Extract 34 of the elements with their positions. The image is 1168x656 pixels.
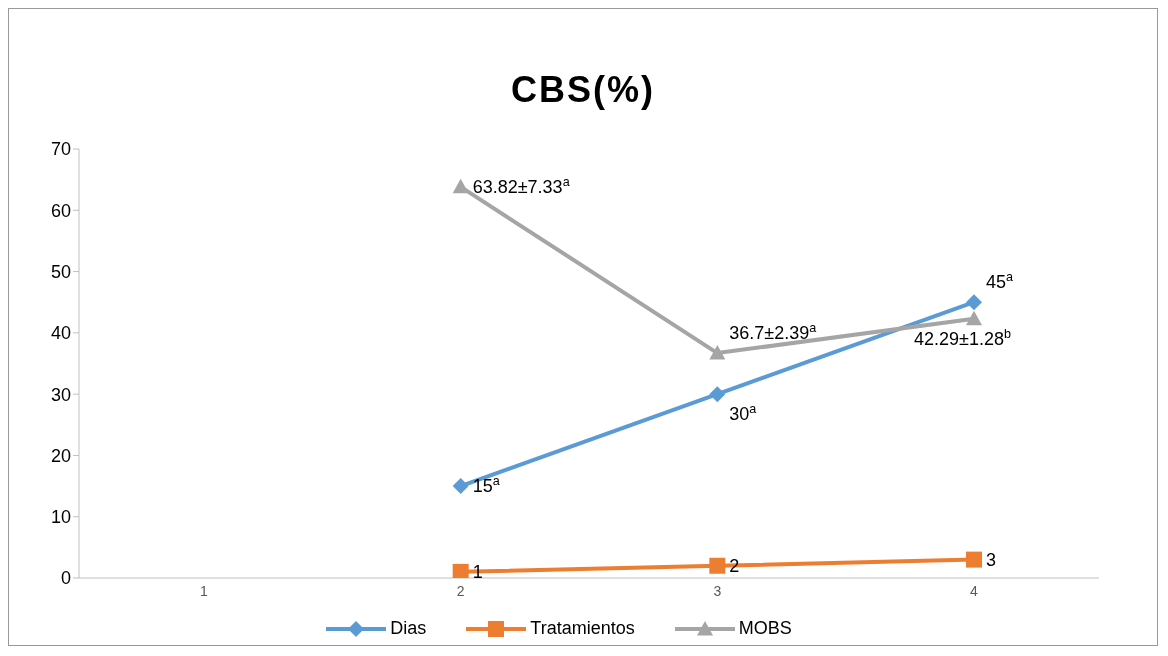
y-tick-label: 10: [50, 507, 71, 528]
legend-label: MOBS: [737, 618, 792, 639]
y-tick-label: 60: [50, 200, 71, 221]
x-tick-label: 3: [713, 582, 722, 599]
data-label: 30$^{a}$: [729, 402, 757, 425]
data-label: 36.7±2.39$^{a}$: [729, 321, 817, 344]
x-tick-label: 2: [456, 582, 465, 599]
data-label: 1: [472, 561, 483, 582]
data-label: 45$^{a}$: [986, 270, 1014, 293]
y-tick-label: 40: [50, 323, 71, 344]
y-tick-label: 20: [50, 445, 71, 466]
point: [709, 345, 726, 360]
chart-title: CBS(%): [510, 68, 656, 112]
point: [709, 557, 726, 574]
data-label: 3: [986, 549, 997, 570]
point: [966, 551, 982, 568]
point: [452, 478, 469, 495]
point: [966, 310, 982, 326]
x-tick-label: 1: [200, 582, 209, 599]
y-tick-label: 50: [50, 261, 71, 282]
data-label: 42.29±1.28$^{b}$: [914, 326, 1011, 349]
legend-label: Tratamientos: [529, 618, 635, 639]
point: [452, 563, 469, 578]
legend-label: Dias: [389, 618, 427, 639]
x-tick-label: 4: [970, 582, 979, 599]
data-label: 15$^{a}$: [472, 474, 500, 497]
point: [966, 294, 982, 311]
y-tick-label: 0: [60, 568, 71, 589]
data-label: 2: [729, 555, 740, 576]
point: [709, 386, 726, 403]
data-label: 63.82±7.33$^{a}$: [472, 174, 570, 197]
y-tick-label: 70: [50, 139, 71, 160]
point: [452, 178, 469, 194]
y-tick-label: 30: [50, 384, 71, 405]
